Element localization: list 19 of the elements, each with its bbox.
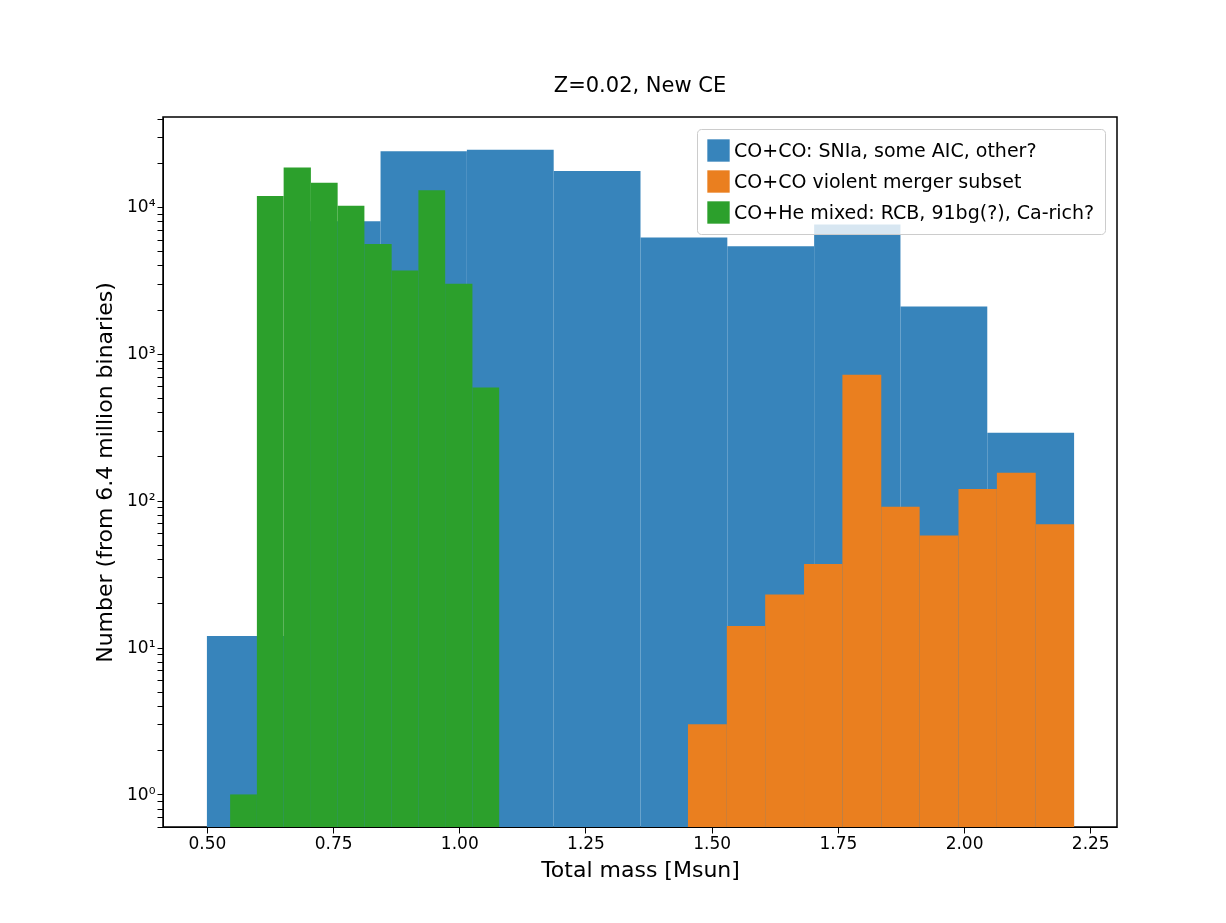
y-tick-label: 10⁴ [127, 196, 156, 217]
x-tick-label: 1.50 [693, 832, 732, 853]
x-tick-label: 1.25 [567, 832, 605, 853]
legend-label: CO+CO violent merger subset [734, 169, 1022, 192]
y-axis-title: Number (from 6.4 million binaries) [92, 282, 118, 663]
y-tick-label: 10⁰ [127, 783, 156, 804]
x-tick-label: 0.50 [188, 832, 227, 853]
chart-title: Z=0.02, New CE [553, 72, 727, 97]
legend-label: CO+He mixed: RCB, 91bg(?), Ca-rich? [734, 200, 1095, 223]
x-tick-label: 0.75 [314, 832, 353, 853]
x-tick-label: 2.00 [945, 832, 984, 853]
y-tick-label: 10¹ [127, 637, 156, 658]
y-tick-label: 10² [127, 490, 156, 511]
x-axis-title: Total mass [Msun] [540, 856, 740, 882]
x-tick-label: 1.00 [440, 832, 479, 853]
legend-label: CO+CO: SNIa, some AIC, other? [734, 138, 1037, 161]
x-tick-label: 1.75 [819, 832, 858, 853]
y-tick-label: 10³ [127, 343, 156, 364]
x-tick-label: 2.25 [1071, 832, 1110, 853]
